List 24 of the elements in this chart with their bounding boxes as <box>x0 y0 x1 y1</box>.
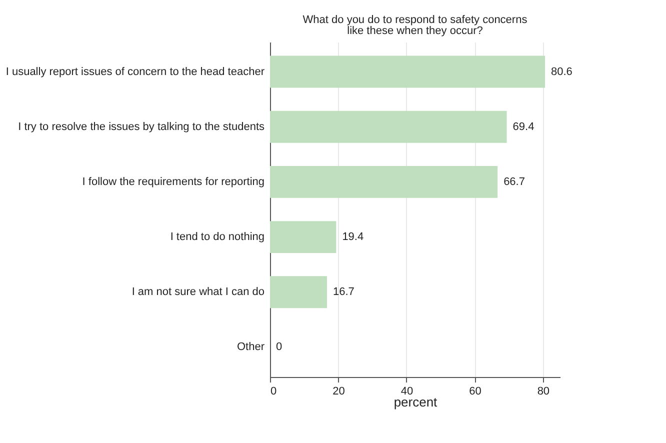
y-tick-label: Other <box>236 341 265 354</box>
bar <box>270 56 545 88</box>
x-tick-label: 20 <box>332 386 345 398</box>
bar <box>270 110 507 143</box>
bar <box>270 166 498 198</box>
data-label: 66.7 <box>504 176 525 188</box>
bar <box>270 276 327 308</box>
y-tick-label: I follow the requirements for reporting <box>82 176 264 188</box>
x-axis-title: percent <box>394 394 438 410</box>
y-tick-label: I am not sure what I can do <box>132 286 264 298</box>
x-tick-label: 0 <box>270 386 277 398</box>
y-tick-label: I try to resolve the issues by talking to the students <box>18 120 265 133</box>
chart-title: What do you do to respond to safety concerns like these when they occur? <box>302 14 528 37</box>
data-label: 19.4 <box>342 231 364 244</box>
bar <box>270 221 336 254</box>
data-label: 69.4 <box>512 120 534 133</box>
data-label: 80.6 <box>550 66 572 78</box>
data-label: 16.7 <box>332 286 354 298</box>
y-tick-label: I usually report issues of concern to the head teacher <box>6 66 265 78</box>
data-label: 0 <box>276 341 282 354</box>
y-tick-label: I tend to do nothing <box>170 231 264 244</box>
x-tick-label: 60 <box>469 386 482 398</box>
x-tick-label: 40 <box>400 386 414 398</box>
x-tick-label: 80 <box>537 386 550 398</box>
